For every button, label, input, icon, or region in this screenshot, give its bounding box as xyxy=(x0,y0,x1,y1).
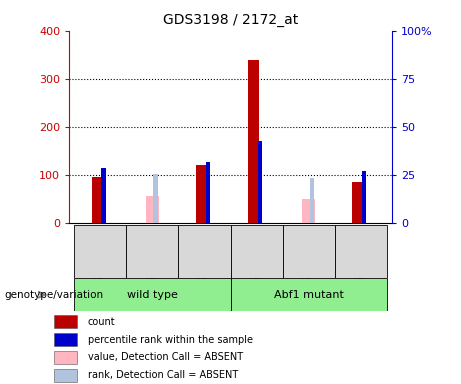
Bar xyxy=(283,225,335,278)
Bar xyxy=(146,196,160,223)
Bar xyxy=(92,177,103,223)
Title: GDS3198 / 2172_at: GDS3198 / 2172_at xyxy=(163,13,298,27)
Text: count: count xyxy=(88,317,115,327)
Text: Abf1 mutant: Abf1 mutant xyxy=(274,290,343,300)
Bar xyxy=(206,162,210,223)
Bar xyxy=(195,165,207,223)
Bar xyxy=(230,278,387,311)
Bar xyxy=(126,225,178,278)
Bar xyxy=(310,178,314,223)
Bar xyxy=(248,60,259,223)
Bar xyxy=(154,174,158,223)
Bar xyxy=(54,333,77,346)
Bar xyxy=(352,182,363,223)
Bar xyxy=(54,315,77,328)
Bar xyxy=(54,369,77,382)
Bar xyxy=(362,171,366,223)
Text: percentile rank within the sample: percentile rank within the sample xyxy=(88,334,253,344)
Bar xyxy=(101,168,106,223)
Bar xyxy=(258,141,262,223)
Bar xyxy=(230,225,283,278)
Text: value, Detection Call = ABSENT: value, Detection Call = ABSENT xyxy=(88,353,242,362)
Bar xyxy=(74,225,126,278)
Text: wild type: wild type xyxy=(127,290,178,300)
Text: genotype/variation: genotype/variation xyxy=(5,290,104,300)
Text: rank, Detection Call = ABSENT: rank, Detection Call = ABSENT xyxy=(88,370,238,380)
Bar xyxy=(178,225,230,278)
Bar xyxy=(301,199,315,223)
Bar xyxy=(54,351,77,364)
Bar xyxy=(74,278,230,311)
Bar xyxy=(335,225,387,278)
